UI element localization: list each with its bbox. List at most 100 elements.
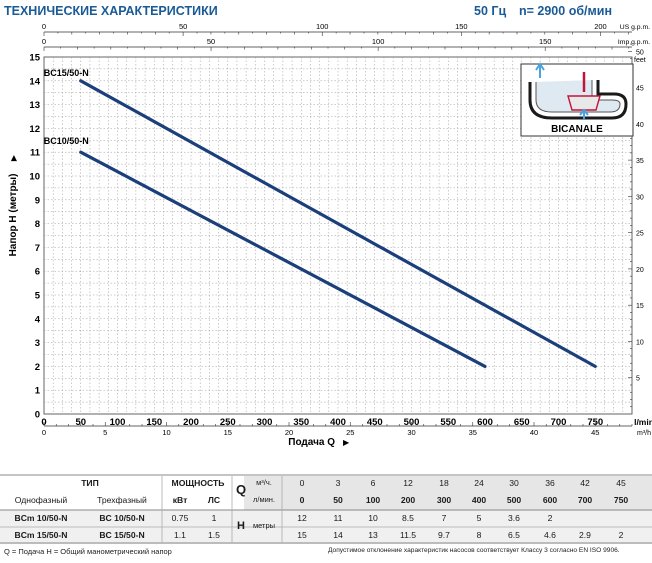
- x-tick-label: 50: [75, 417, 86, 428]
- q-lmin-cell: 200: [400, 495, 416, 505]
- m3h-tick-label: 25: [346, 428, 354, 437]
- top-axis-unit: Imp g.p.m.: [618, 39, 650, 46]
- y-tick-label: 11: [30, 148, 41, 159]
- feet-tick-label: 30: [636, 194, 644, 201]
- type-header: ТИП: [81, 478, 99, 488]
- performance-table: ТИП МОЩНОСТЬ Однофазный Трехфазный кВт Л…: [0, 474, 652, 544]
- y-tick-label: 12: [29, 124, 40, 135]
- q-lmin-cell: 0: [299, 495, 305, 505]
- feet-tick-label: 5: [636, 376, 640, 383]
- feet-tick-label: 35: [636, 158, 644, 165]
- x-tick-label: 650: [514, 417, 530, 428]
- kw-header: кВт: [172, 495, 188, 505]
- series-label: BC15/50-N: [44, 68, 89, 78]
- head-cell: 5: [476, 513, 482, 523]
- y-tick-label: 7: [35, 243, 40, 254]
- top-axis-tick-label: 100: [316, 22, 329, 31]
- footer-legend: Q = Подача H = Общий манометрический нап…: [4, 547, 172, 556]
- power-hp: 1.5: [208, 530, 220, 540]
- three-phase-header: Трехфазный: [97, 495, 147, 505]
- frequency-label: 50 Гц: [474, 4, 507, 18]
- series-label: BC10/50-N: [44, 136, 89, 146]
- m3h-unit-label: m³/h: [637, 430, 651, 437]
- y-tick-label: 3: [35, 338, 40, 349]
- head-cell: 4.6: [544, 530, 556, 540]
- y-tick-label: 8: [35, 219, 40, 230]
- m3h-tick-label: 35: [469, 428, 477, 437]
- head-cell: 2: [547, 513, 553, 523]
- x-tick-label: 350: [293, 417, 309, 428]
- m3h-tick-label: 30: [407, 428, 415, 437]
- feet-tick-label: 20: [636, 267, 644, 274]
- head-cell: 8.5: [402, 513, 414, 523]
- x-tick-label: 700: [551, 417, 567, 428]
- q-m3h-cell: 6: [370, 478, 376, 488]
- y-tick-label: 13: [29, 100, 40, 111]
- top-axis-tick-label: 100: [372, 37, 385, 46]
- q-m3h-cell: 45: [616, 478, 626, 488]
- m3h-tick-label: 20: [285, 428, 293, 437]
- m3h-tick-label: 10: [162, 428, 170, 437]
- h-unit: метры: [252, 521, 276, 530]
- model-three-phase: BC 10/50-N: [99, 513, 145, 523]
- model-three-phase: BC 15/50-N: [99, 530, 145, 540]
- x-axis-label: Подача Q: [288, 437, 335, 448]
- m3h-tick-label: 15: [224, 428, 232, 437]
- y-tick-label: 2: [35, 362, 40, 373]
- x-tick-label: 550: [440, 417, 456, 428]
- q-m3h-cell: 24: [474, 478, 484, 488]
- x-tick-label: 600: [477, 417, 493, 428]
- y-tick-label: 10: [29, 172, 40, 183]
- single-phase-header: Однофазный: [14, 495, 68, 505]
- m3h-tick-label: 45: [591, 428, 599, 437]
- series-line: [79, 79, 597, 368]
- m3h-tick-label: 0: [42, 428, 46, 437]
- head-cell: 7: [441, 513, 447, 523]
- head-cell: 13: [368, 530, 378, 540]
- q-unit-lmin: л/мин.: [252, 495, 276, 504]
- head-cell: 11.5: [399, 530, 417, 540]
- h-letter: H: [237, 520, 245, 532]
- power-hp: 1: [211, 513, 217, 523]
- head-cell: 9.7: [438, 530, 450, 540]
- x-axis-arrow: ▶: [343, 438, 350, 447]
- q-lmin-cell: 50: [333, 495, 343, 505]
- chart-grid: [43, 56, 633, 415]
- y-tick-label: 0: [35, 410, 40, 421]
- q-lmin-cell: 100: [365, 495, 381, 505]
- feet-tick-label: 50: [636, 49, 644, 56]
- q-letter: Q: [235, 482, 247, 497]
- y-tick-label: 4: [35, 314, 41, 325]
- top-axis-tick-label: 50: [179, 22, 187, 31]
- x-tick-label: 400: [330, 417, 346, 428]
- series-lines: BC15/50-N BC10/50-N: [44, 68, 597, 368]
- power-kw: 1.1: [174, 530, 186, 540]
- y-tick-label: 9: [35, 195, 40, 206]
- feet-tick-label: 10: [636, 339, 644, 346]
- top-axis-tick-label: 150: [539, 37, 552, 46]
- bicanale-inset: BICANALE: [520, 62, 634, 137]
- x-tick-label: 300: [257, 417, 273, 428]
- x-tick-label: 200: [183, 417, 199, 428]
- top-axes: 0 50 100 150 200 US g.p.m. 0 50 100 150 Imp g.p.m.: [42, 22, 650, 51]
- q-lmin-cell: 300: [436, 495, 452, 505]
- x-tick-label: 100: [110, 417, 126, 428]
- y-axis-arrow: ▶: [9, 154, 18, 161]
- q-unit-m3h: м³/ч.: [256, 478, 272, 487]
- head-cell: 11: [333, 513, 343, 523]
- top-axis-tick-label: 50: [207, 37, 215, 46]
- model-single-phase: BCm 10/50-N: [14, 513, 68, 523]
- y-tick-label: 5: [35, 291, 41, 302]
- x-tick-label: 150: [146, 417, 162, 428]
- q-m3h-cell: 3: [335, 478, 341, 488]
- q-lmin-cell: 700: [577, 495, 593, 505]
- top-axis-tick-label: 200: [594, 22, 607, 31]
- q-m3h-cell: 42: [580, 478, 590, 488]
- head-cell: 12: [297, 513, 307, 523]
- hp-header: ЛС: [207, 495, 221, 505]
- q-m3h-cell: 18: [439, 478, 449, 488]
- m3h-axis: 05101520253035404550m³/h: [42, 422, 651, 437]
- head-cell: 15: [297, 530, 307, 540]
- y-axis-label: Напор H (метры): [8, 174, 19, 257]
